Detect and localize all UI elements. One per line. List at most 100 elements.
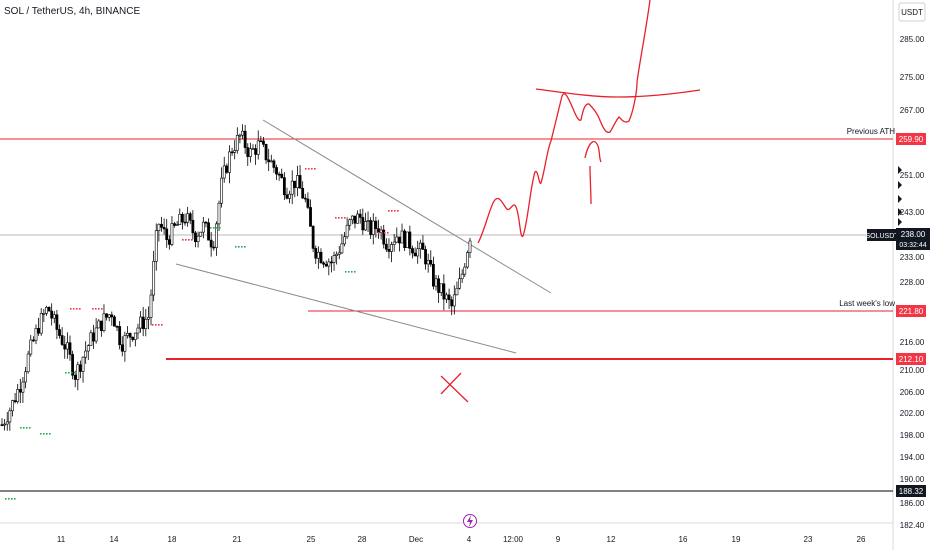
candle-body <box>259 140 263 143</box>
candle-body <box>429 260 433 265</box>
level-dot <box>235 246 237 248</box>
candle-body <box>361 217 365 231</box>
time-tick-label: 19 <box>732 535 741 544</box>
candle-body <box>421 242 425 250</box>
candle-body <box>431 263 435 287</box>
candle-body <box>251 148 255 150</box>
candle-body <box>214 223 218 248</box>
candle-body <box>167 239 171 245</box>
candle-body <box>42 313 46 315</box>
candle-body <box>348 219 352 226</box>
level-dot <box>388 210 390 212</box>
level-dot <box>76 308 78 310</box>
marker-arrow-icon <box>898 166 902 174</box>
level-dot <box>5 498 7 500</box>
level-dot <box>43 433 45 435</box>
level-dot <box>348 271 350 273</box>
candle-body <box>110 314 114 318</box>
level-dot <box>92 308 94 310</box>
candle-body <box>382 229 386 245</box>
candle-body <box>395 236 399 243</box>
candle-body <box>68 342 72 355</box>
candle-body <box>86 345 90 352</box>
candle-body <box>102 313 106 331</box>
level-dot <box>394 210 396 212</box>
level-dot <box>338 217 340 219</box>
candle-body <box>277 173 281 176</box>
price-tick-label: 206.00 <box>900 388 925 397</box>
candle-body <box>230 151 234 154</box>
time-tick-label: 12:00 <box>503 535 524 544</box>
level-dot <box>381 232 383 234</box>
candle-body <box>0 424 4 426</box>
level-dot <box>185 239 187 241</box>
level-dot <box>65 372 67 374</box>
time-tick-label: 23 <box>804 535 813 544</box>
lower-support-badge-text: 188.32 <box>899 487 924 496</box>
level-dot <box>191 239 193 241</box>
price-tick-label: 233.00 <box>900 253 925 262</box>
level-dot <box>378 232 380 234</box>
candle-body <box>424 249 427 265</box>
candle-body <box>94 327 98 342</box>
countdown-text: 03:32:44 <box>899 242 926 249</box>
candle-body <box>275 167 278 175</box>
candle-body <box>458 278 461 289</box>
candle-body <box>149 294 153 318</box>
lower-trendline[interactable] <box>175 263 517 354</box>
level-dot <box>95 308 97 310</box>
upper-trendline[interactable] <box>262 119 552 294</box>
candle-body <box>84 350 88 358</box>
candle-body <box>207 222 210 241</box>
level-dot <box>335 217 337 219</box>
price-tick-label: 182.40 <box>900 521 925 530</box>
candle-body <box>390 244 393 252</box>
invalid-cross-mark[interactable] <box>440 372 469 403</box>
last-weeks-low-badge-text: 221.80 <box>899 307 924 316</box>
currency-button-label: USDT <box>901 8 923 17</box>
time-tick-label: 28 <box>358 535 367 544</box>
currency-button[interactable] <box>898 2 926 22</box>
candle-body <box>288 193 291 199</box>
candle-body <box>217 202 221 225</box>
time-tick-label: 14 <box>110 535 119 544</box>
candle-body <box>212 246 216 249</box>
candle-body <box>152 260 156 296</box>
candle-body <box>201 221 205 233</box>
level-dot <box>397 210 399 212</box>
candle-body <box>272 160 276 168</box>
level-dot <box>311 168 313 170</box>
candle-body <box>319 251 323 264</box>
candle-body <box>175 224 179 226</box>
time-axis[interactable]: 11 14 18 21 25 28 Dec 4 12:00 9 12 16 19 23 26 <box>57 535 866 544</box>
candle-body <box>400 230 404 244</box>
candle-body <box>267 159 271 163</box>
candle-body <box>5 421 9 425</box>
marker-arrow-icon <box>898 208 902 216</box>
price-axis[interactable]: 285.00 275.00 267.00 251.00 243.00 233.00 228.… <box>900 35 925 530</box>
candle-body <box>39 313 43 334</box>
candle-body <box>24 371 27 383</box>
time-tick-label: 11 <box>57 535 66 544</box>
level-dot <box>71 372 73 374</box>
level-dot <box>23 427 25 429</box>
candle-body <box>290 180 294 195</box>
candle-body <box>228 151 231 173</box>
candle-body <box>113 316 116 327</box>
candle-body <box>280 173 284 178</box>
candle-body <box>445 294 448 300</box>
projection-resistance-curve[interactable] <box>535 88 701 98</box>
projection-hook[interactable] <box>584 141 602 163</box>
level-dot <box>98 308 100 310</box>
support-badge-text: 212.10 <box>899 355 924 364</box>
projection-path[interactable] <box>477 0 651 244</box>
candle-body <box>60 335 64 345</box>
projection-stem[interactable] <box>589 165 592 205</box>
level-dot <box>354 271 356 273</box>
candle-body <box>136 327 140 334</box>
candle-body <box>306 198 310 208</box>
level-dot <box>219 227 221 229</box>
marker-arrow-icon <box>898 181 902 189</box>
